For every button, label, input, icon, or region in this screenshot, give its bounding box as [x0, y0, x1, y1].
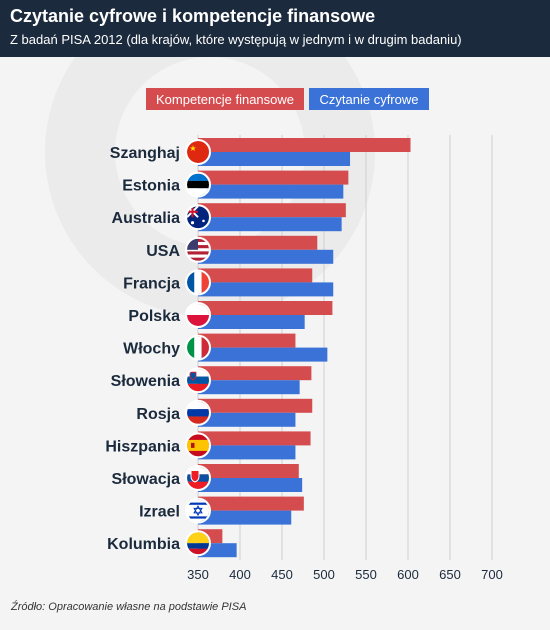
bar-digital [198, 445, 296, 460]
flag-italy-icon [187, 336, 209, 359]
flag-spain-icon [187, 434, 209, 457]
category-label: USA [146, 243, 180, 260]
flag-russia-icon [187, 401, 209, 424]
flag-ring [185, 302, 211, 328]
flag-ring [185, 367, 211, 394]
category-label: Estonia [122, 178, 180, 195]
legend-item-1 [309, 88, 429, 110]
flag-ring [185, 139, 211, 165]
chart-title: Czytanie cyfrowe i kompetencje finansowe [10, 6, 376, 26]
category-labels: Szanghaj Estonia Australia USA Francja Polska… [105, 145, 180, 553]
bar-digital [198, 478, 303, 492]
flag-france-icon [187, 271, 209, 294]
flag-ring [185, 432, 211, 459]
chart-subtitle: Z badań PISA 2012 (dla krajów, które wys… [10, 32, 462, 47]
category-label: Kolumbia [107, 536, 180, 553]
bar-financial [198, 464, 299, 478]
bar-financial [198, 235, 318, 250]
flag-usa-icon [187, 238, 209, 261]
flag-ring [185, 334, 211, 361]
legend-label-0: Kompetencje finansowe [156, 92, 294, 107]
bar-financial [198, 268, 313, 283]
bar-digital [198, 282, 334, 297]
svg-text:★: ★ [189, 144, 196, 153]
bar-digital [198, 152, 351, 166]
category-label: Hiszpania [105, 438, 180, 455]
x-tick-label: 400 [229, 567, 251, 582]
legend-label-1: Czytanie cyfrowe [320, 92, 419, 107]
flag-australia-icon [187, 206, 209, 229]
category-label: Izrael [139, 504, 180, 521]
header: Czytanie cyfrowe i kompetencje finansowe… [0, 0, 550, 57]
category-label: Francja [123, 275, 180, 292]
bar-digital [198, 184, 344, 199]
x-tick-label: 700 [481, 567, 503, 582]
bar-financial [198, 203, 346, 218]
flag-poland-icon [187, 304, 209, 326]
x-axis-ticks: 350 400 450 500 550 600 650 700 [187, 567, 503, 582]
legend-item-0 [146, 88, 304, 110]
bar-digital [198, 380, 300, 395]
category-label: Słowacja [112, 471, 181, 488]
flag-ring [185, 269, 211, 296]
category-label: Włochy [123, 341, 180, 358]
x-tick-label: 600 [397, 567, 419, 582]
flag-estonia-icon [187, 173, 209, 196]
bar-financial [198, 301, 333, 315]
flag-ring [185, 236, 211, 263]
bar-digital [198, 249, 334, 264]
flag-ring [185, 171, 211, 198]
x-tick-label: 550 [355, 567, 377, 582]
x-tick-label: 650 [439, 567, 461, 582]
flag-ring [185, 465, 211, 491]
flags: ★ [185, 139, 211, 557]
bar-financial [198, 496, 304, 511]
bar-digital [198, 510, 292, 525]
category-label: Polska [128, 308, 180, 325]
bar-digital [198, 347, 328, 362]
flag-colombia-icon [187, 532, 209, 555]
bar-financial [198, 138, 411, 152]
bar-chart: Kompetencje finansowe Czytanie cyfrowe Sz… [45, 57, 503, 582]
x-tick-label: 350 [187, 567, 209, 582]
legend: Kompetencje finansowe Czytanie cyfrowe [146, 88, 429, 110]
category-label: Szanghaj [110, 145, 180, 162]
bar-financial [198, 366, 312, 381]
category-label: Rosja [136, 406, 180, 423]
flag-ring [185, 530, 211, 557]
source-note: Źródło: Opracowanie własne na podstawie … [11, 601, 247, 613]
bars [198, 138, 411, 558]
bar-digital [198, 315, 305, 329]
x-tick-label: 450 [271, 567, 293, 582]
x-tick-label: 500 [313, 567, 335, 582]
bar-financial [198, 170, 349, 185]
bar-digital [198, 217, 342, 232]
bar-financial [198, 333, 296, 348]
chart-area: Kompetencje finansowe Czytanie cyfrowe Sz… [0, 57, 550, 605]
flag-ring [185, 497, 211, 524]
flag-slovakia-icon [187, 467, 209, 489]
flag-ring [185, 204, 211, 231]
flag-ring [185, 399, 211, 426]
category-label: Słowenia [111, 373, 180, 390]
bar-financial [198, 431, 311, 446]
flag-israel-icon [187, 499, 209, 522]
category-label: Australia [112, 210, 181, 227]
flag-china-icon: ★ [187, 141, 209, 163]
flag-slovenia-icon [187, 369, 209, 392]
bar-digital [198, 412, 296, 427]
bar-financial [198, 398, 313, 413]
